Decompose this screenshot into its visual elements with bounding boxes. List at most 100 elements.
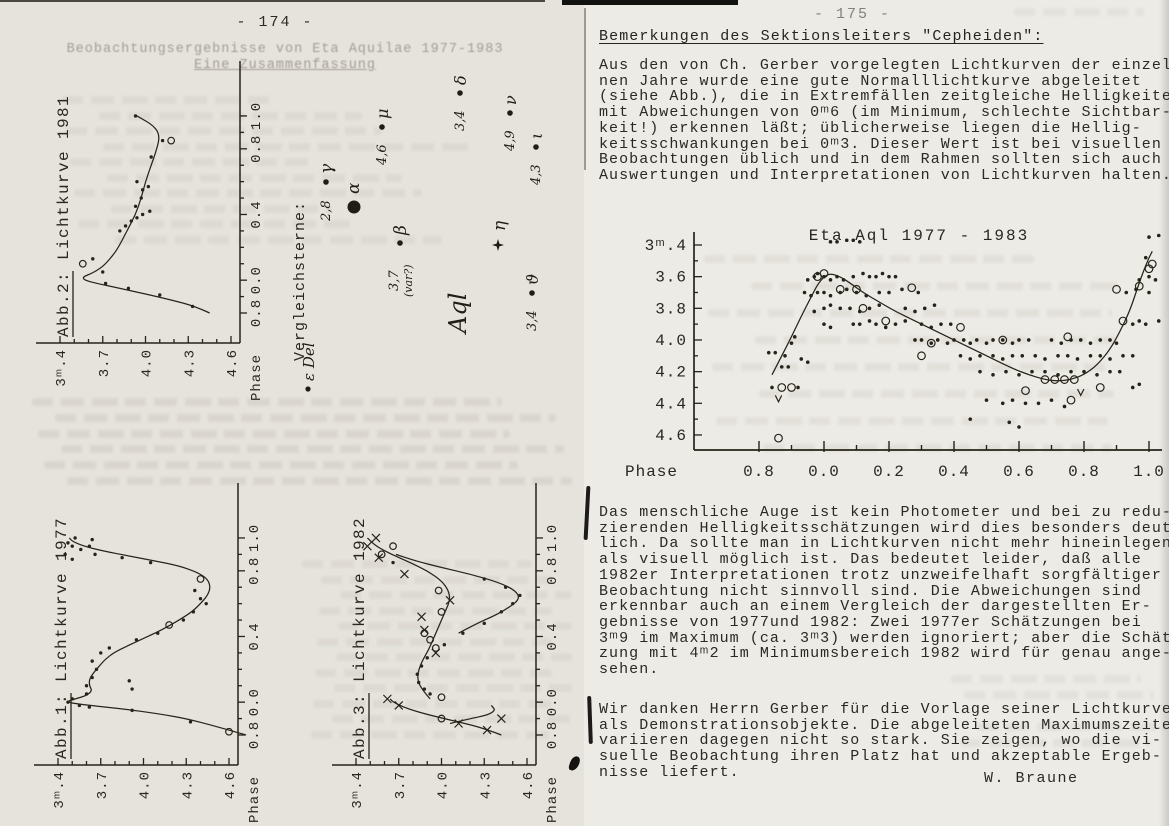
data-point-dot <box>877 303 882 307</box>
data-point-dot <box>796 385 800 390</box>
scan-artifact-gutter-line <box>584 8 586 170</box>
y-axis-tick-label: 4.4 <box>655 395 687 413</box>
data-point-dot <box>1130 385 1135 390</box>
data-point-dot <box>828 240 833 244</box>
data-point-dot <box>133 114 138 118</box>
bleedthrough-line <box>332 715 572 723</box>
data-point-circle <box>907 283 917 293</box>
rotated-chart-block-abb2: 3ᵐ.4 3.7 4.0 4.3 4.6 0.8 0.0 0.4 0.8 1.0 Phase Abb.… <box>28 56 276 401</box>
data-point-dot <box>948 322 953 326</box>
x-axis-tick-label: 0.8 <box>545 721 561 749</box>
y-axis-tick-label: 3.6 <box>655 269 687 287</box>
data-point-dot <box>1036 401 1041 406</box>
data-point-dot <box>1017 373 1021 377</box>
star-magnitude-label: 4,3 <box>529 164 544 186</box>
data-point-dot <box>1147 274 1151 279</box>
data-point-circle <box>389 542 397 551</box>
data-point-dot <box>922 306 927 311</box>
data-point-x <box>382 694 392 704</box>
data-point-circle <box>78 259 87 268</box>
data-point-dot <box>1078 338 1083 342</box>
data-point-dot <box>428 692 432 696</box>
data-point-dot <box>181 618 186 622</box>
data-point-dot <box>123 224 128 228</box>
data-point-dot <box>1062 404 1067 409</box>
x-axis-tick-label: 0.0 <box>808 463 840 481</box>
bleedthrough-line <box>708 309 1112 317</box>
bleedthrough-line <box>103 142 472 151</box>
data-point-x <box>371 533 381 543</box>
data-point-circle <box>431 644 440 652</box>
data-point-dot <box>805 360 810 364</box>
star-magnitude-label: 3,7 <box>387 270 402 291</box>
star-magnitude-label: 4,6 <box>375 144 390 166</box>
bleedthrough-line <box>74 189 422 197</box>
data-point-dot <box>1147 290 1151 295</box>
data-point-dot <box>857 322 862 326</box>
bleedthrough-line <box>716 417 1108 425</box>
star-greek-label: ι <box>527 133 546 139</box>
body-paragraph: Wir danken Herrn Gerber für die Vorlage … <box>599 701 1169 781</box>
data-point-dot <box>1065 354 1070 358</box>
star-dot <box>397 240 403 246</box>
data-point-dot <box>135 216 139 220</box>
y-axis-tick-label: 4.6 <box>655 427 687 445</box>
data-point-dot <box>79 547 83 552</box>
x-axis-tick-label: 0.8 <box>247 721 263 749</box>
bleedthrough-line <box>763 444 1112 452</box>
bleedthrough-line <box>99 111 362 120</box>
data-point-dot <box>90 537 94 542</box>
data-point-dot <box>103 281 108 286</box>
data-point-dot <box>188 720 193 724</box>
data-point-dot <box>148 560 153 565</box>
data-point-dot <box>1056 354 1060 358</box>
variable-star-marker <box>492 239 504 251</box>
data-point-dot <box>1137 382 1142 387</box>
data-point-dot <box>1143 322 1148 326</box>
eta-aql-light-curve-chart: 3ᵐ.4 3.6 3.8 4.0 4.2 4.4 4.6 0.8 0.0 0.2 0.4 0.6 0.8… <box>625 227 1164 481</box>
constellation-label: Aql <box>444 293 472 335</box>
data-point-dot <box>867 306 872 311</box>
data-point-dot <box>851 274 856 279</box>
data-point-dot <box>1000 338 1005 342</box>
data-point-circle <box>437 693 446 702</box>
data-point-dot <box>857 309 862 314</box>
page-left: - 174 - Beobachtungsergebnisse von Eta A… <box>0 0 584 826</box>
data-point-dot <box>107 646 112 650</box>
data-point-circle <box>196 575 205 583</box>
data-point-dot <box>70 557 74 562</box>
data-point-x <box>400 569 409 579</box>
data-point-dot <box>193 588 197 593</box>
x-axis-tick-label: 0.8 <box>249 135 265 163</box>
rotated-chart-block-abb3: 3ᵐ.4 3.7 4.0 4.3 4.6 0.8 0.0 0.4 0.8 1.0 Phase Abb.… <box>324 478 572 823</box>
data-point-dot <box>1017 425 1021 429</box>
data-point-dot <box>874 322 878 326</box>
light-curve-line <box>395 553 519 634</box>
light-curve-line <box>449 705 495 725</box>
bleedthrough-line <box>66 127 382 135</box>
star-greek-label: α <box>344 182 364 194</box>
data-point-dot <box>93 552 97 557</box>
bleedthrough-line <box>70 158 312 166</box>
y-axis-tick-label: 3ᵐ.4 <box>54 349 70 387</box>
data-point-circle <box>1050 375 1060 384</box>
data-point-dot <box>822 290 826 295</box>
data-point-dot <box>134 638 139 642</box>
rotated-chart-block-abb1: 3ᵐ.4 3.7 4.0 4.3 4.6 0.8 0.0 0.4 0.8 1.0 Phase Abb.… <box>26 478 274 823</box>
bleedthrough-text: Beobachtungsergebnisse von Eta Aquilae 1… <box>66 42 504 57</box>
x-axis-tick-label: 0.8 <box>545 557 561 585</box>
y-axis-tick-label: 3.7 <box>393 771 409 799</box>
y-axis-tick-label: 4.2 <box>655 364 687 382</box>
x-axis-tick-label: 1.0 <box>249 102 265 130</box>
data-point-circle <box>835 284 845 294</box>
data-point-dot <box>874 274 878 279</box>
data-point-dot <box>1023 401 1028 406</box>
data-point-dot <box>844 287 849 292</box>
star-magnitude-label: 3,4 <box>453 110 468 131</box>
data-point-dot <box>135 179 139 184</box>
rotated-star-chart-block: Vergleichsterne: Aql ε Del 2,8 γ α 4,6 μ 3,7 (var… <box>288 52 580 477</box>
data-point-circle <box>1063 332 1073 342</box>
chart-title: Eta Aql 1977 - 1983 <box>809 227 1029 245</box>
data-point-dot <box>1059 341 1064 345</box>
data-point-dot <box>773 350 778 355</box>
